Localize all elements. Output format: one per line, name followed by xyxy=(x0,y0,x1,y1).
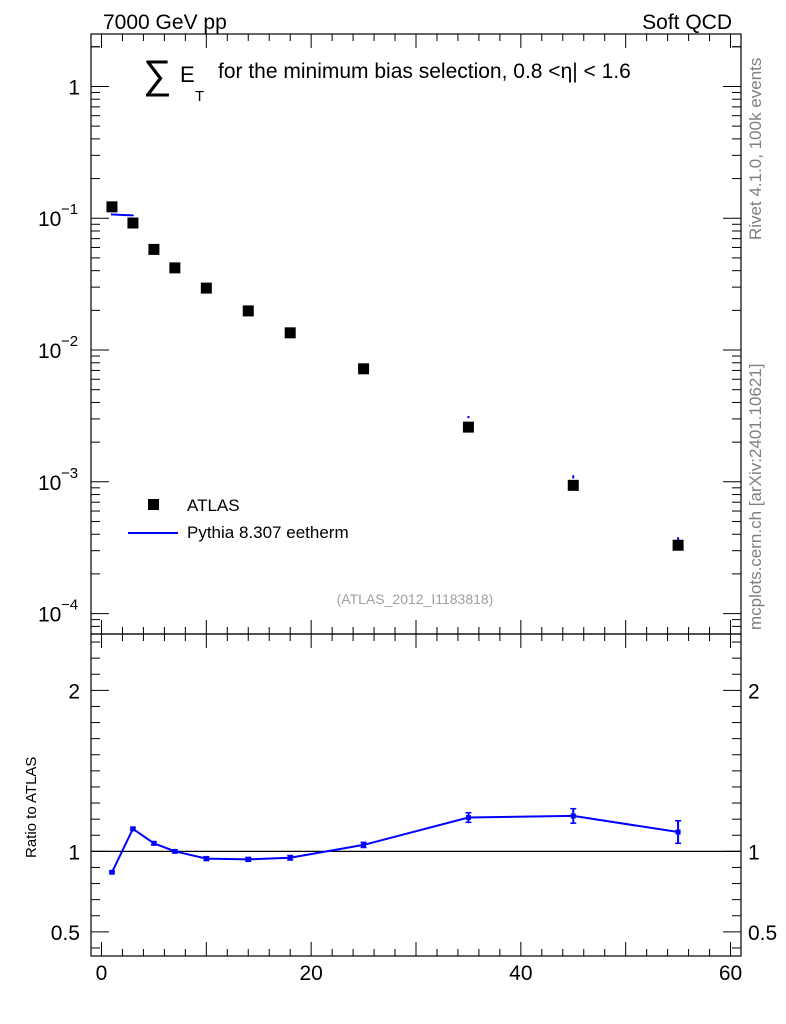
y-tick-label-base: 10 xyxy=(38,472,61,495)
atlas-data-point xyxy=(127,217,139,229)
y-tick-label-exponent: −3 xyxy=(61,465,78,482)
ratio-y-tick-label-right: 1 xyxy=(748,841,760,864)
ratio-point xyxy=(109,869,115,875)
ratio-point xyxy=(203,856,209,862)
ratio-point xyxy=(361,842,367,848)
y-tick-label-base: 10 xyxy=(38,208,61,231)
title-subscript: T xyxy=(195,88,204,105)
ratio-y-tick-label-right: 2 xyxy=(748,680,760,703)
atlas-data-point xyxy=(169,262,181,274)
ratio-line xyxy=(111,814,679,873)
title-sum-symbol: ∑ xyxy=(143,53,172,97)
x-tick-label: 40 xyxy=(509,962,532,985)
atlas-data-point xyxy=(242,305,254,317)
y-tick-label: 10 −4 xyxy=(38,597,78,627)
legend-label-atlas: ATLAS xyxy=(187,496,240,515)
ratio-point xyxy=(675,829,681,835)
ratio-point xyxy=(130,826,136,832)
atlas-data-point xyxy=(462,421,474,433)
header-energy-label: 7000 GeV pp xyxy=(103,11,227,34)
atlas-data-point xyxy=(284,327,296,339)
ratio-y-tick-label-left: 0.5 xyxy=(51,922,80,945)
pythia-line xyxy=(110,213,133,217)
atlas-data-point xyxy=(567,479,579,491)
y-tick-label: 10 −1 xyxy=(38,201,78,231)
ratio-y-tick-label-right: 0.5 xyxy=(748,922,777,945)
ratio-point xyxy=(172,848,178,854)
ratio-plot-frame xyxy=(90,633,742,957)
x-tick-label: 0 xyxy=(96,962,108,985)
y-tick-label-exponent: −2 xyxy=(61,333,78,350)
atlas-data-point xyxy=(148,243,160,255)
atlas-data-point xyxy=(200,282,212,294)
main-plot-frame xyxy=(90,33,742,635)
y-tick-label-exponent: −4 xyxy=(61,597,78,614)
title-variable: E xyxy=(180,62,195,87)
y-tick-label-exponent: −1 xyxy=(61,201,78,218)
legend: ATLAS Pythia 8.307 eetherm xyxy=(128,496,349,542)
y-tick-label-base: 10 xyxy=(38,604,61,627)
y-tick-label: 1 xyxy=(68,76,80,99)
ratio-point xyxy=(151,840,157,846)
ratio-point xyxy=(465,815,471,821)
ratio-point xyxy=(287,855,293,861)
ratio-point xyxy=(245,856,251,862)
mcplots-source-label: mcplots.cern.ch [arXiv:2401.10621] xyxy=(746,364,765,630)
title-text: for the minimum bias selection, 0.8 <η| … xyxy=(218,60,631,83)
atlas-data-point xyxy=(106,201,118,213)
header-process-label: Soft QCD xyxy=(642,11,732,34)
ratio-point xyxy=(570,813,576,819)
legend-label-pythia: Pythia 8.307 eetherm xyxy=(187,523,349,542)
ratio-y-axis-label: Ratio to ATLAS xyxy=(23,757,40,858)
x-tick-label: 20 xyxy=(299,962,322,985)
y-tick-label-base: 10 xyxy=(38,340,61,363)
legend-marker-atlas xyxy=(148,499,159,510)
x-tick-label: 60 xyxy=(719,962,742,985)
atlas-data-point xyxy=(358,363,370,375)
y-tick-label-base: 1 xyxy=(68,76,80,99)
y-tick-label: 10 −2 xyxy=(38,333,78,363)
atlas-data-point xyxy=(672,539,684,551)
main-plot: 110−110−210−310−4 xyxy=(38,33,742,635)
analysis-tag: (ATLAS_2012_I1183818) xyxy=(337,591,494,607)
ratio-plot: 0 20 40 60 0.5 0.5 1 1 2 2 xyxy=(51,633,777,985)
y-tick-label: 10 −3 xyxy=(38,465,78,495)
rivet-version-label: Rivet 4.1.0, 100k events xyxy=(746,58,765,240)
ratio-y-tick-label-left: 2 xyxy=(68,680,80,703)
ratio-y-tick-label-left: 1 xyxy=(68,841,80,864)
